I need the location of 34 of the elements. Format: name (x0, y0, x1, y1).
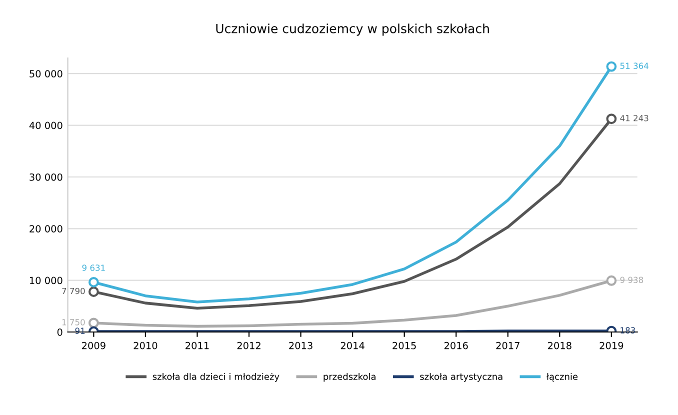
x-tick-label: 2014 (340, 342, 364, 350)
legend-label: szkoła artystyczna (420, 372, 502, 382)
x-tick-label: 2010 (134, 342, 158, 350)
point (88, 318, 99, 328)
point (606, 275, 617, 286)
x-tick-label: 2018 (548, 342, 572, 350)
point (606, 61, 617, 72)
legend-label: szkoła dla dzieci i młodzieży (152, 372, 280, 382)
chart-title: Uczniowie cudzoziemcy w polskich szkołach (216, 24, 489, 36)
y-tick-label: 50 000 (30, 70, 62, 78)
data-label: 1 750 (62, 319, 85, 326)
y-tick-label: 10 000 (30, 276, 62, 284)
legend-label: łącznie (546, 372, 578, 382)
y-tick-label: 0 (57, 328, 62, 336)
x-tick-label: 2012 (237, 342, 260, 350)
legend-label: przedszkola (324, 372, 376, 382)
point (88, 286, 99, 297)
point (606, 114, 617, 124)
y-tick-label: 40 000 (29, 122, 62, 130)
data-label: 9 938 (620, 276, 644, 284)
data-label: 41 243 (620, 114, 648, 122)
point (88, 277, 99, 288)
y-tick-label: 20 000 (30, 225, 62, 232)
data-label: 51 364 (620, 62, 648, 69)
data-label: 7 790 (62, 288, 85, 294)
x-tick-label: 2009 (82, 342, 106, 350)
x-tick-label: 2015 (392, 342, 416, 350)
x-tick-label: 2013 (289, 342, 312, 350)
x-tick-label: 2016 (444, 342, 468, 350)
x-tick-label: 2017 (496, 342, 520, 350)
y-tick-label: 30 000 (30, 173, 62, 181)
x-tick-label: 2011 (186, 342, 209, 350)
x-tick-label: 2019 (600, 342, 624, 350)
data-label: 9 631 (82, 264, 105, 271)
